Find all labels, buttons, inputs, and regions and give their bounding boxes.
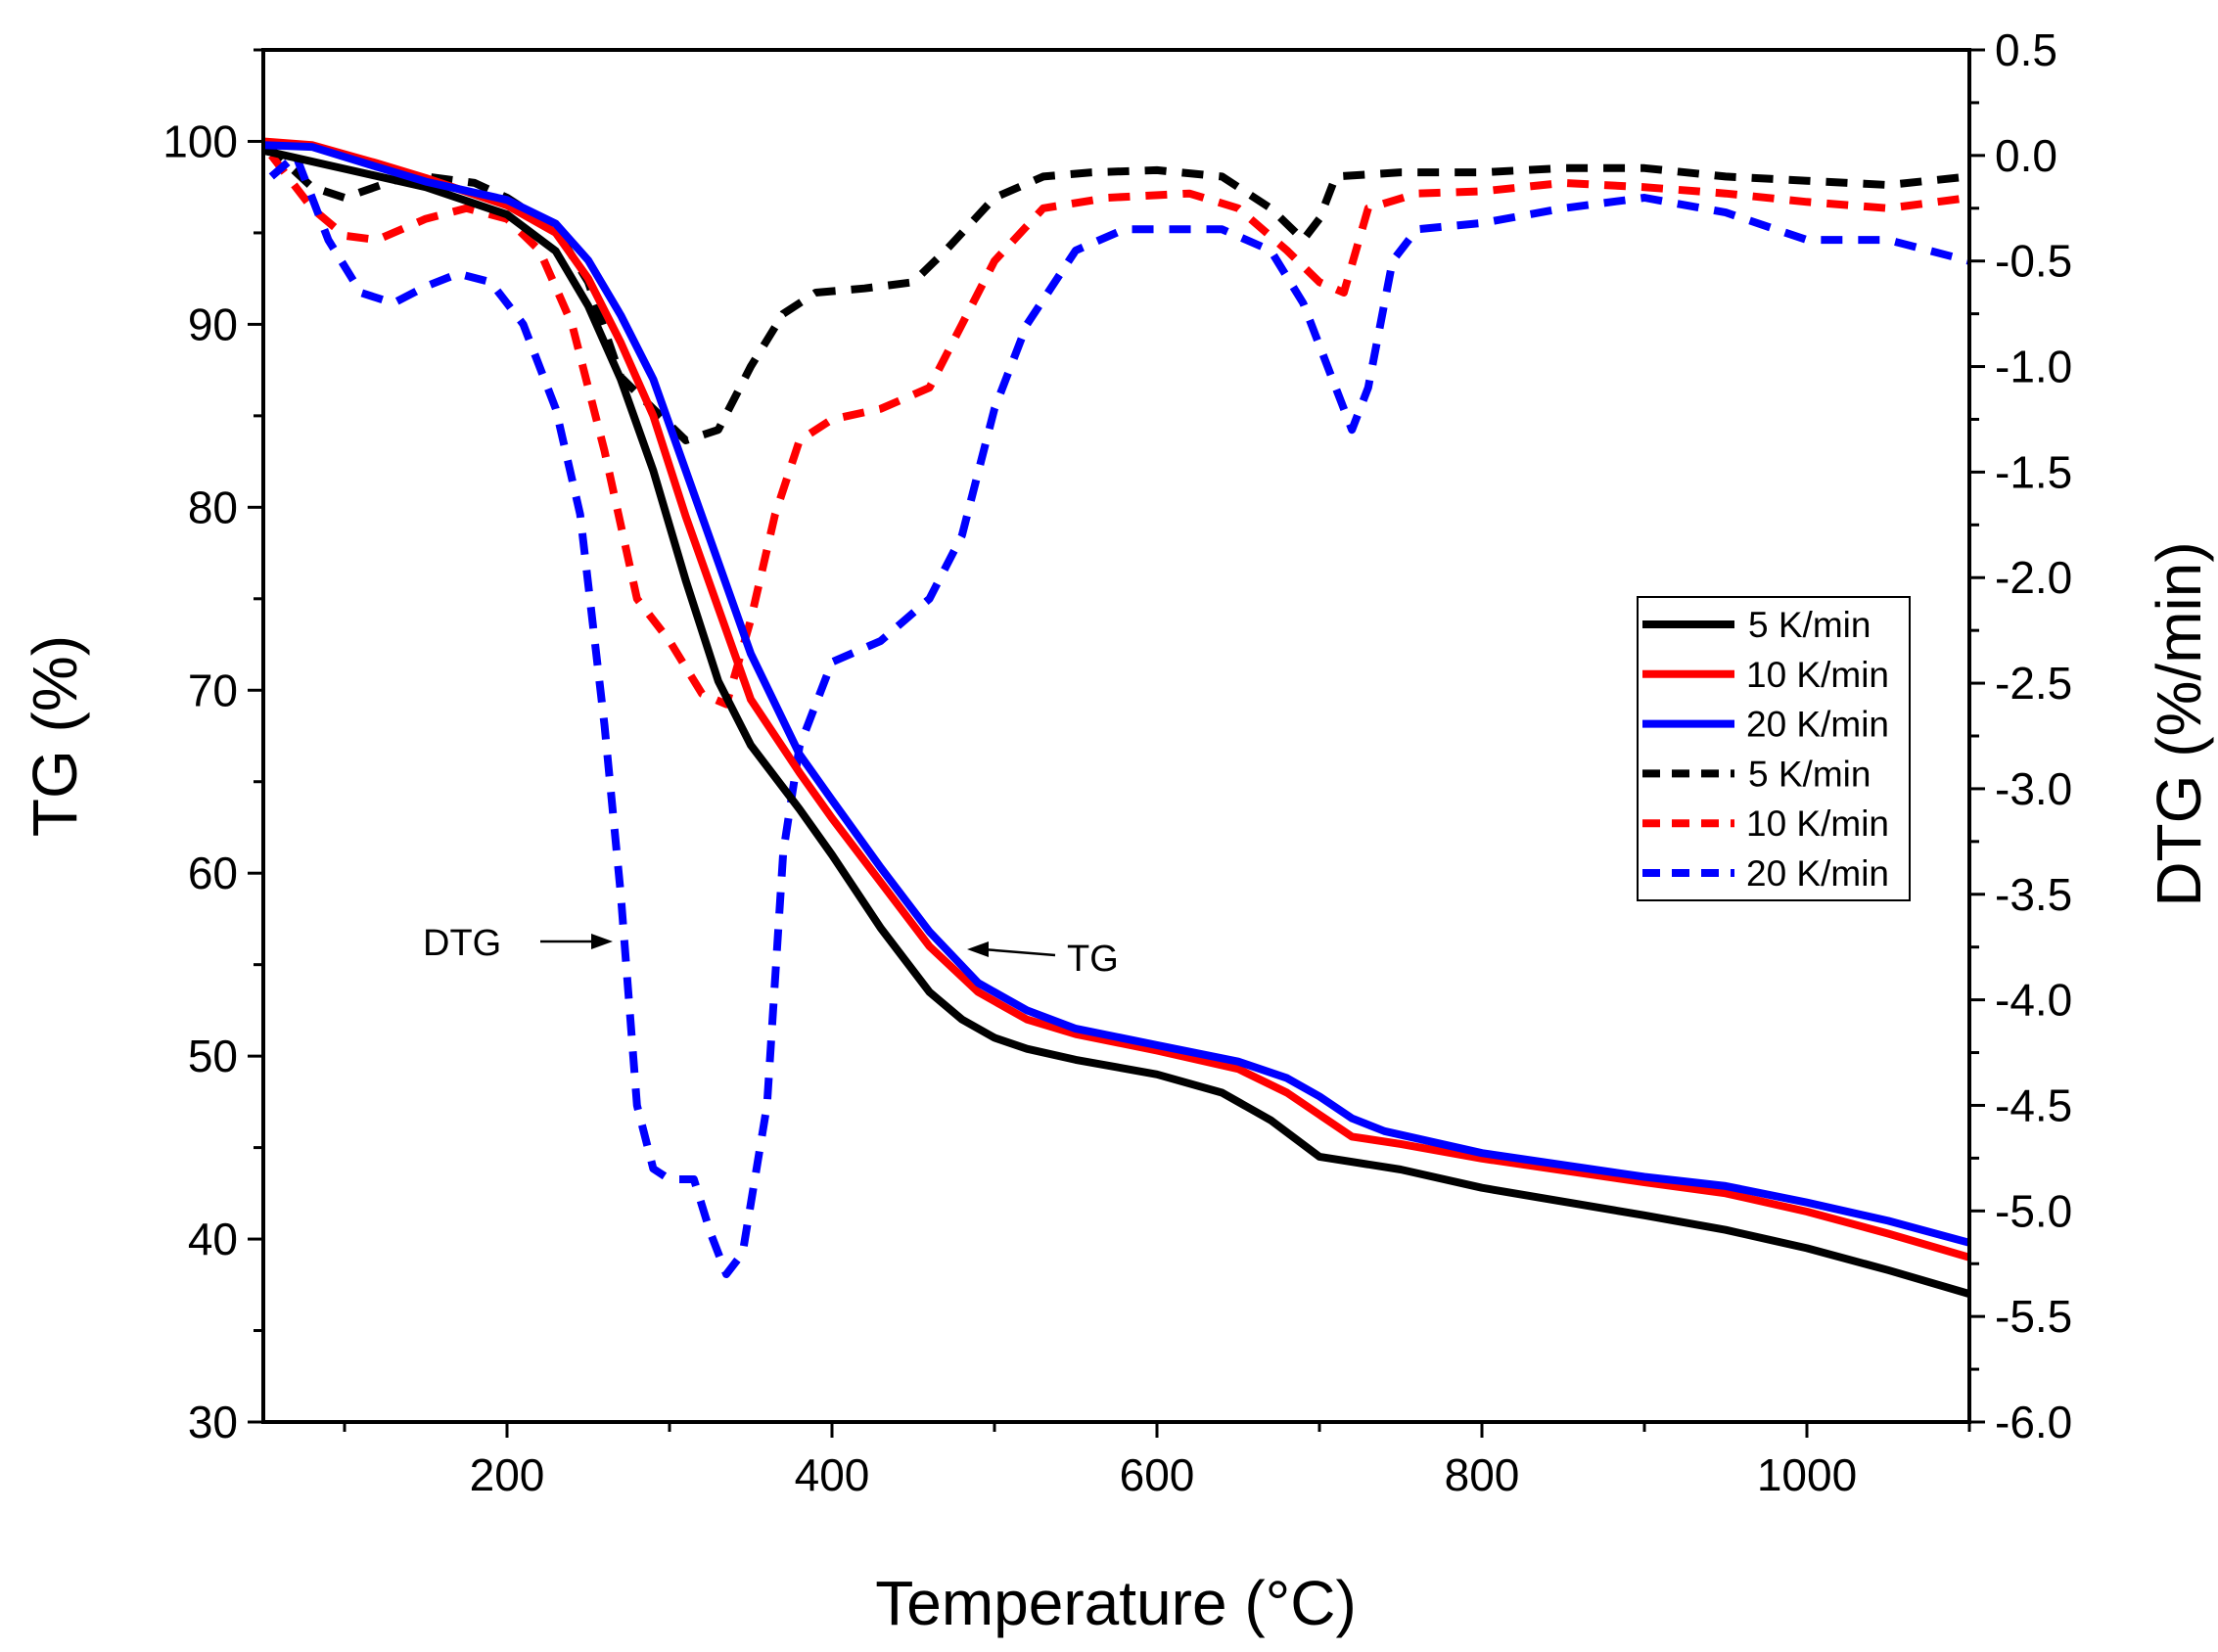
y2-tick-label: -2.5 xyxy=(1995,658,2072,709)
legend: 5 K/min 10 K/min 20 K/min 5 K/min 10 K/min 20… xyxy=(1637,596,1911,901)
y2-tick-label: 0.0 xyxy=(1995,130,2057,181)
y2-tick-label: -4.0 xyxy=(1995,975,2072,1026)
x-tick-label: 400 xyxy=(795,1449,870,1500)
y2-tick-label: -1.5 xyxy=(1995,446,2072,497)
y-tick-label: 80 xyxy=(188,482,238,532)
x-axis-title: Temperature (°C) xyxy=(875,1568,1357,1638)
y2-tick-label: -6.0 xyxy=(1995,1397,2072,1447)
series-dtg-20-k-min xyxy=(268,151,1971,1278)
x-tick-label: 600 xyxy=(1120,1449,1195,1500)
legend-item: 20 K/min xyxy=(1642,705,1889,745)
legend-item: 10 K/min xyxy=(1642,803,1889,844)
legend-item: 10 K/min xyxy=(1642,655,1889,695)
annotation-dtg-label: DTG xyxy=(423,923,501,964)
arrowhead-icon xyxy=(967,941,989,957)
series-dtg-10-k-min xyxy=(268,153,1970,709)
y-tick-label: 50 xyxy=(188,1031,238,1081)
series-tg-5-k-min xyxy=(262,146,1971,1298)
y-tick-label: 40 xyxy=(188,1214,238,1264)
y2-tick-label: -4.5 xyxy=(1995,1079,2072,1130)
y-tick-label: 30 xyxy=(188,1397,238,1447)
arrowhead-icon xyxy=(591,934,613,949)
series-dtg-5-k-min xyxy=(263,142,1970,444)
x-tick-label: 1000 xyxy=(1757,1449,1857,1500)
legend-label: 10 K/min xyxy=(1746,803,1889,844)
series-tg-20-k-min xyxy=(262,141,1971,1247)
legend-item: 20 K/min xyxy=(1642,853,1889,894)
y-tick-label: 100 xyxy=(162,115,238,166)
y2-tick-label: -5.5 xyxy=(1995,1291,2072,1342)
legend-box xyxy=(1637,596,1911,901)
y-tick-label: 60 xyxy=(188,848,238,898)
y2-tick-label: -5.0 xyxy=(1995,1185,2072,1236)
legend-label: 5 K/min xyxy=(1748,754,1871,794)
y2-tick-label: -0.5 xyxy=(1995,236,2072,287)
y2-tick-label: -3.5 xyxy=(1995,869,2072,920)
annotation-tg-label: TG xyxy=(1067,939,1119,980)
y-tick-label: 70 xyxy=(188,665,238,715)
legend-item: 5 K/min xyxy=(1642,754,1871,794)
legend-label: 20 K/min xyxy=(1746,705,1889,745)
legend-item: 5 K/min xyxy=(1642,605,1871,645)
y2-axis-title: DTG (%/min) xyxy=(2144,541,2214,906)
y-axis-title: TG (%) xyxy=(20,635,90,837)
y2-tick-label: -3.0 xyxy=(1995,763,2072,814)
legend-label: 10 K/min xyxy=(1746,655,1889,695)
annotation-dtg: DTG xyxy=(423,923,613,964)
legend-label: 5 K/min xyxy=(1748,605,1871,645)
y-tick-label: 90 xyxy=(188,298,238,349)
legend-label: 20 K/min xyxy=(1746,853,1889,894)
series-tg-10-k-min xyxy=(262,137,1971,1262)
annotation-tg-arrow xyxy=(982,947,1056,957)
y2-tick-label: 0.5 xyxy=(1995,24,2057,75)
y2-tick-label: -1.0 xyxy=(1995,342,2072,392)
x-tick-label: 800 xyxy=(1445,1449,1520,1500)
x-tick-label: 200 xyxy=(470,1449,545,1500)
annotation-tg: TG xyxy=(967,939,1119,980)
y2-tick-label: -2.0 xyxy=(1995,552,2072,603)
